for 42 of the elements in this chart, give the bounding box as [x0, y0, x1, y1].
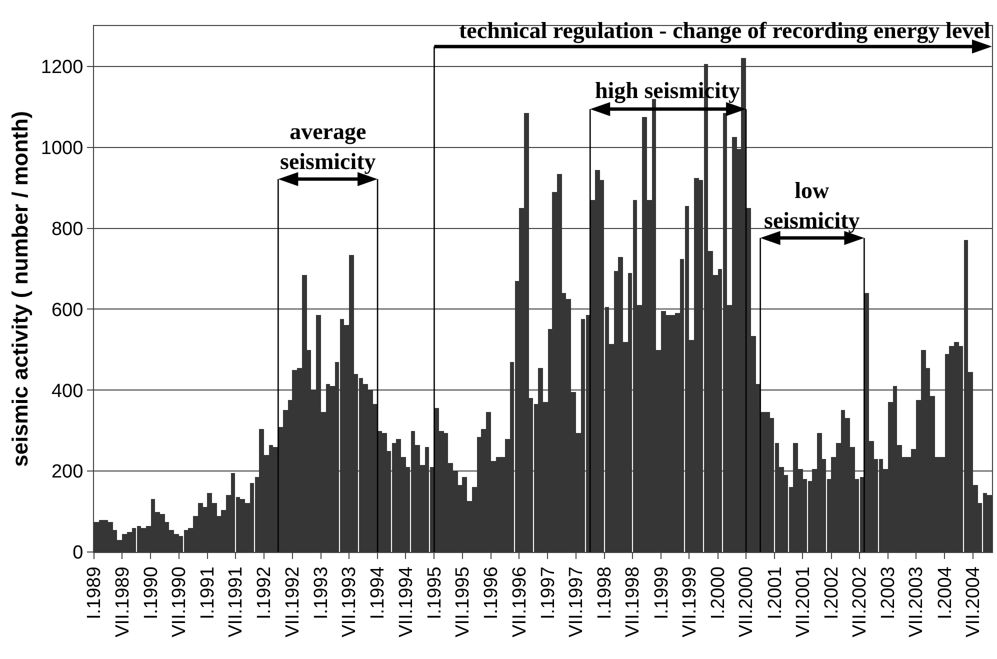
y-tick-label: 1200 [40, 57, 84, 78]
x-tick-label: VII.1998 [622, 566, 644, 638]
x-tick-label: I.2002 [821, 566, 842, 620]
x-tick-label: I.1994 [368, 566, 389, 620]
x-tick-label: VII.1997 [566, 566, 588, 638]
x-tick-label: VII.2002 [850, 566, 871, 638]
x-tick-label: I.2004 [934, 566, 956, 620]
x-tick-label: I.1996 [481, 566, 502, 620]
x-tick-label: VII.1999 [679, 566, 700, 638]
y-tick-label: 400 [51, 380, 84, 402]
x-tick-label: I.1999 [651, 566, 672, 620]
x-tick-label: I.1992 [254, 566, 276, 620]
x-tick-label: VII.1995 [452, 566, 474, 638]
x-tick-label: I.1993 [311, 566, 332, 620]
x-tick-label: VII.1990 [168, 566, 190, 638]
x-tick-label: I.1990 [140, 566, 162, 620]
y-tick-label: 1000 [40, 138, 84, 160]
x-tick-label: I.1998 [594, 566, 616, 620]
x-tick-label: I.1995 [424, 566, 446, 620]
x-tick-label: VII.2004 [963, 566, 984, 638]
y-tick-label: 800 [51, 218, 84, 240]
x-tick-label: VII.2000 [736, 566, 758, 638]
x-tick-label: VII.2001 [792, 566, 814, 638]
x-tick-label: I.2000 [708, 566, 729, 620]
x-tick-label: I.1997 [538, 566, 559, 620]
x-tick-label: I.2001 [764, 566, 786, 620]
x-tick-label: I.1991 [198, 566, 219, 620]
annotation: low seismicity [764, 178, 860, 233]
y-tick-label: 0 [72, 542, 84, 564]
x-tick-label: VII.1996 [509, 566, 530, 638]
x-tick-label: I.1989 [84, 566, 106, 620]
x-tick-label: VII.1992 [282, 566, 304, 638]
y-tick-label: 600 [51, 300, 84, 321]
x-tick-label: VII.1989 [112, 566, 134, 638]
x-tick-label: VII.2003 [906, 566, 928, 638]
y-axis-title: seismic activity ( number / month) [8, 111, 33, 467]
x-tick-label: VII.1994 [396, 566, 417, 638]
x-tick-label: I.2003 [878, 566, 900, 620]
x-tick-label: VII.1991 [226, 566, 247, 638]
x-tick-label: VII.1993 [339, 566, 360, 638]
y-tick-label: 200 [51, 462, 84, 483]
annotation: average seismicity [280, 119, 376, 174]
